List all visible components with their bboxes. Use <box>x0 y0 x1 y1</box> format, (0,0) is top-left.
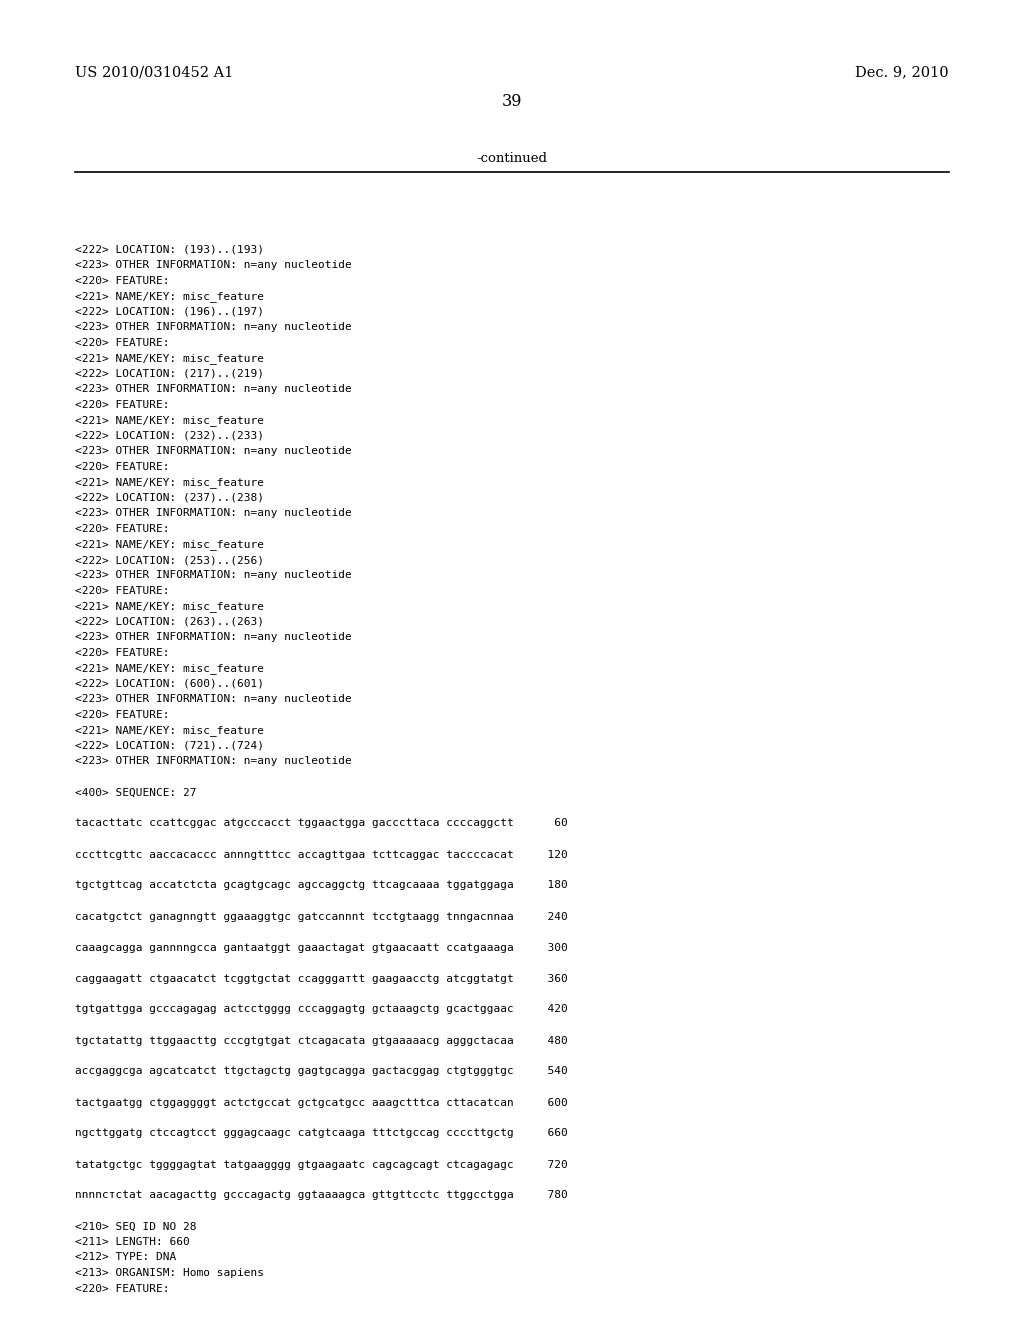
Text: nnnncтctat aacagacttg gcccagactg ggtaaaagca gttgttcctc ttggcctgga     780: nnnncтctat aacagacttg gcccagactg ggtaaaa… <box>75 1191 567 1200</box>
Text: tatatgctgc tggggagtat tatgaagggg gtgaagaatc cagcagcagt ctcagagagc     720: tatatgctgc tggggagtat tatgaagggg gtgaaga… <box>75 1159 567 1170</box>
Text: <223> OTHER INFORMATION: n=any nucleotide: <223> OTHER INFORMATION: n=any nucleotid… <box>75 694 352 705</box>
Text: <221> NAME/KEY: misc_feature: <221> NAME/KEY: misc_feature <box>75 478 264 488</box>
Text: <220> FEATURE:: <220> FEATURE: <box>75 1283 170 1294</box>
Text: <221> NAME/KEY: misc_feature: <221> NAME/KEY: misc_feature <box>75 354 264 364</box>
Text: tgctatattg ttggaacttg cccgtgtgat ctcagacata gtgaaaaacg agggctacaa     480: tgctatattg ttggaacttg cccgtgtgat ctcagac… <box>75 1035 567 1045</box>
Text: <223> OTHER INFORMATION: n=any nucleotide: <223> OTHER INFORMATION: n=any nucleotid… <box>75 446 352 457</box>
Text: <222> LOCATION: (196)..(197): <222> LOCATION: (196)..(197) <box>75 308 264 317</box>
Text: US 2010/0310452 A1: US 2010/0310452 A1 <box>75 65 233 79</box>
Text: <222> LOCATION: (721)..(724): <222> LOCATION: (721)..(724) <box>75 741 264 751</box>
Text: tacacttatc ccattcggac atgcccacct tggaactgga gacccttaca ccccaggctt      60: tacacttatc ccattcggac atgcccacct tggaact… <box>75 818 567 829</box>
Text: <220> FEATURE:: <220> FEATURE: <box>75 710 170 719</box>
Text: caaagcagga gannnngcca gantaatggt gaaactagat gtgaacaatt ccatgaaaga     300: caaagcagga gannnngcca gantaatggt gaaacta… <box>75 942 567 953</box>
Text: <223> OTHER INFORMATION: n=any nucleotide: <223> OTHER INFORMATION: n=any nucleotid… <box>75 632 352 643</box>
Text: <223> OTHER INFORMATION: n=any nucleotide: <223> OTHER INFORMATION: n=any nucleotid… <box>75 508 352 519</box>
Text: <222> LOCATION: (263)..(263): <222> LOCATION: (263)..(263) <box>75 616 264 627</box>
Text: <221> NAME/KEY: misc_feature: <221> NAME/KEY: misc_feature <box>75 540 264 550</box>
Text: <220> FEATURE:: <220> FEATURE: <box>75 276 170 286</box>
Text: <222> LOCATION: (600)..(601): <222> LOCATION: (600)..(601) <box>75 678 264 689</box>
Text: <222> LOCATION: (193)..(193): <222> LOCATION: (193)..(193) <box>75 246 264 255</box>
Text: tgctgttcag accatctcta gcagtgcagc agccaggctg ttcagcaaaa tggatggaga     180: tgctgttcag accatctcta gcagtgcagc agccagg… <box>75 880 567 891</box>
Text: <221> NAME/KEY: misc_feature: <221> NAME/KEY: misc_feature <box>75 726 264 737</box>
Text: <222> LOCATION: (253)..(256): <222> LOCATION: (253)..(256) <box>75 554 264 565</box>
Text: <220> FEATURE:: <220> FEATURE: <box>75 648 170 657</box>
Text: 39: 39 <box>502 94 522 111</box>
Text: -continued: -continued <box>476 152 548 165</box>
Text: cacatgctct ganagnngtt ggaaaggtgc gatccannnt tcctgtaagg tnngacnnaa     240: cacatgctct ganagnngtt ggaaaggtgc gatccan… <box>75 912 567 921</box>
Text: <212> TYPE: DNA: <212> TYPE: DNA <box>75 1253 176 1262</box>
Text: <221> NAME/KEY: misc_feature: <221> NAME/KEY: misc_feature <box>75 664 264 675</box>
Text: <221> NAME/KEY: misc_feature: <221> NAME/KEY: misc_feature <box>75 602 264 612</box>
Text: <211> LENGTH: 660: <211> LENGTH: 660 <box>75 1237 189 1247</box>
Text: <220> FEATURE:: <220> FEATURE: <box>75 586 170 597</box>
Text: <220> FEATURE:: <220> FEATURE: <box>75 338 170 348</box>
Text: <213> ORGANISM: Homo sapiens: <213> ORGANISM: Homo sapiens <box>75 1269 264 1278</box>
Text: <222> LOCATION: (217)..(219): <222> LOCATION: (217)..(219) <box>75 370 264 379</box>
Text: <223> OTHER INFORMATION: n=any nucleotide: <223> OTHER INFORMATION: n=any nucleotid… <box>75 260 352 271</box>
Text: caggaagatt ctgaacatct tcggtgctat ccagggатtt gaagaacctg atcggtatgt     360: caggaagatt ctgaacatct tcggtgctat ccagggа… <box>75 974 567 983</box>
Text: accgaggcga agcatcatct ttgctagctg gagtgcagga gactacggag ctgtgggtgc     540: accgaggcga agcatcatct ttgctagctg gagtgca… <box>75 1067 567 1077</box>
Text: <220> FEATURE:: <220> FEATURE: <box>75 400 170 411</box>
Text: <210> SEQ ID NO 28: <210> SEQ ID NO 28 <box>75 1221 197 1232</box>
Text: <220> FEATURE:: <220> FEATURE: <box>75 462 170 473</box>
Text: <220> FEATURE:: <220> FEATURE: <box>75 524 170 535</box>
Text: cccttcgttc aaccacaccc annngtttcc accagttgaa tcttcaggac taccccacat     120: cccttcgttc aaccacaccc annngtttcc accagtt… <box>75 850 567 859</box>
Text: <400> SEQUENCE: 27: <400> SEQUENCE: 27 <box>75 788 197 797</box>
Text: tgtgattgga gcccagagag actcctgggg cccaggagtg gctaaagctg gcactggaac     420: tgtgattgga gcccagagag actcctgggg cccagga… <box>75 1005 567 1015</box>
Text: <223> OTHER INFORMATION: n=any nucleotide: <223> OTHER INFORMATION: n=any nucleotid… <box>75 570 352 581</box>
Text: Dec. 9, 2010: Dec. 9, 2010 <box>855 65 949 79</box>
Text: <223> OTHER INFORMATION: n=any nucleotide: <223> OTHER INFORMATION: n=any nucleotid… <box>75 756 352 767</box>
Text: <221> NAME/KEY: misc_feature: <221> NAME/KEY: misc_feature <box>75 416 264 426</box>
Text: ngcttggatg ctccagtcct gggagcaagc catgtcaaga tttctgccag ccccttgctg     660: ngcttggatg ctccagtcct gggagcaagc catgtca… <box>75 1129 567 1138</box>
Text: <222> LOCATION: (237)..(238): <222> LOCATION: (237)..(238) <box>75 492 264 503</box>
Text: <221> NAME/KEY: misc_feature: <221> NAME/KEY: misc_feature <box>75 292 264 302</box>
Text: tactgaatgg ctggaggggt actctgccat gctgcatgcc aaagctttca cttacatcan     600: tactgaatgg ctggaggggt actctgccat gctgcat… <box>75 1097 567 1107</box>
Text: <223> OTHER INFORMATION: n=any nucleotide: <223> OTHER INFORMATION: n=any nucleotid… <box>75 322 352 333</box>
Text: <222> LOCATION: (232)..(233): <222> LOCATION: (232)..(233) <box>75 432 264 441</box>
Text: <223> OTHER INFORMATION: n=any nucleotide: <223> OTHER INFORMATION: n=any nucleotid… <box>75 384 352 395</box>
